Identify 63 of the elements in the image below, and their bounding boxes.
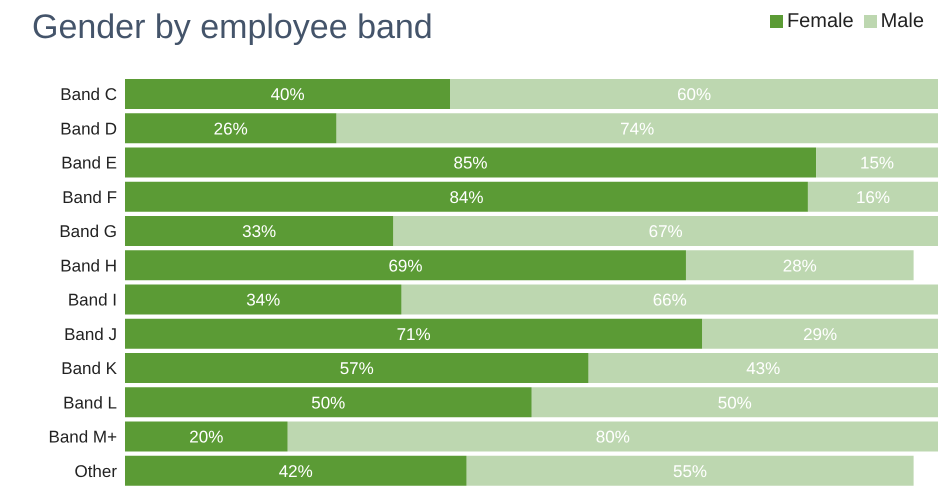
legend-label: Female [786,10,854,32]
y-tick-label: Band K [61,359,118,378]
data-label: 50% [311,393,346,412]
bar [401,284,938,314]
bar [288,422,938,452]
y-tick-label: Band H [60,256,117,276]
data-label: 80% [596,428,630,446]
data-label: 84% [449,188,484,207]
y-tick-label: Band I [68,290,117,310]
bar [588,353,938,383]
y-tick-label: Other [74,462,118,481]
bar [532,387,938,418]
y-tick-label: Band L [63,393,117,412]
data-label: 15% [860,154,894,172]
y-tick-label: Band M+ [48,428,118,447]
data-label: 57% [340,359,374,378]
bar [816,148,938,178]
chart-title: Gender by employee band [32,8,433,47]
bar [125,79,450,109]
data-label: 26% [214,119,248,138]
data-label: 16% [856,188,890,207]
y-tick-label: Band F [62,188,117,207]
bar [125,182,808,212]
data-label: 66% [652,290,687,310]
data-label: 69% [388,256,422,276]
legend-label: Male [880,10,924,32]
bar [125,456,466,486]
y-tick-label: Band C [60,85,117,104]
bar [125,216,394,246]
data-label: 55% [673,462,708,481]
bar [686,250,914,280]
bar [125,318,702,349]
data-label: 71% [396,324,431,344]
data-label: 43% [746,359,780,378]
data-label: 20% [189,428,224,446]
data-label: 34% [246,290,280,310]
bar [125,387,532,418]
data-label: 28% [782,256,817,276]
bar [125,353,588,383]
data-label: 74% [620,119,654,138]
data-label: 29% [803,324,838,344]
data-label: 85% [454,154,488,172]
data-label: 67% [648,222,683,241]
data-label: 33% [242,222,276,241]
bar [125,284,402,314]
bar [125,250,686,280]
y-tick-label: Band E [61,154,117,173]
data-label: 50% [718,393,752,412]
bar [125,422,288,452]
bar [808,182,938,212]
bar [466,456,914,486]
data-label: 40% [270,85,305,104]
bar [393,216,938,246]
bar [336,113,938,144]
bar [450,79,938,109]
data-label: 42% [278,462,313,481]
bar [702,318,938,349]
bar [125,148,816,178]
y-tick-label: Band G [59,222,117,242]
bar [125,113,336,144]
y-tick-label: Band J [64,324,117,344]
y-tick-label: Band D [60,119,117,138]
data-label: 60% [677,85,712,104]
